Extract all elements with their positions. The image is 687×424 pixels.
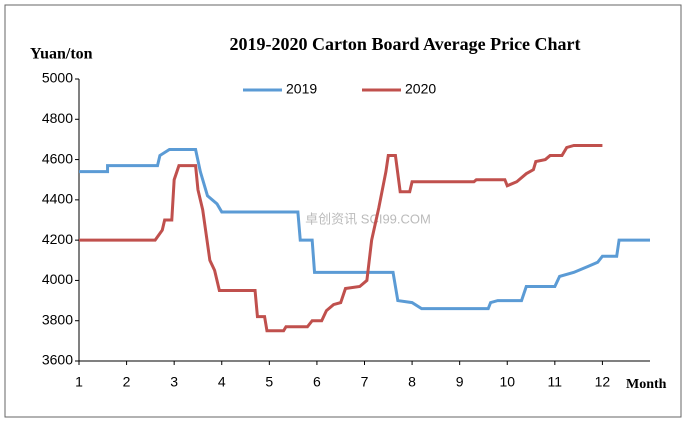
y-tick-label: 5000 [42,70,73,86]
legend-label: 2020 [405,81,436,97]
watermark: 卓创资讯 SCI99.COM [305,211,431,226]
y-tick-label: 3800 [42,311,73,327]
x-tick-label: 1 [75,374,83,390]
x-tick-label: 7 [361,374,369,390]
x-tick-label: 12 [595,374,611,390]
x-tick-label: 5 [265,374,273,390]
line-series [79,143,603,333]
frame [4,4,682,418]
y-tick-label: 4400 [42,191,73,207]
x-tick-label: 4 [218,374,226,390]
x-tick-label: 9 [456,374,464,390]
x-tick-label: 8 [408,374,416,390]
x-tick-label: 2 [123,374,131,390]
y-tick-label: 3600 [42,352,73,368]
y-tick-label: 4600 [42,150,73,166]
x-tick-label: 6 [313,374,321,390]
chart-title: 2019-2020 Carton Board Average Price Cha… [229,34,580,54]
legend-label: 2019 [286,81,317,97]
y-tick-label: 4800 [42,110,73,126]
x-tick-label: 3 [170,374,178,390]
y-axis-label: Yuan/ton [30,46,93,63]
y-tick-label: 4200 [42,231,73,247]
x-tick-label: 11 [548,374,563,390]
x-tick-label: 10 [499,374,515,390]
y-tick-label: 4000 [42,271,73,287]
x-axis-label: Month [626,377,667,392]
line-series [79,148,650,311]
